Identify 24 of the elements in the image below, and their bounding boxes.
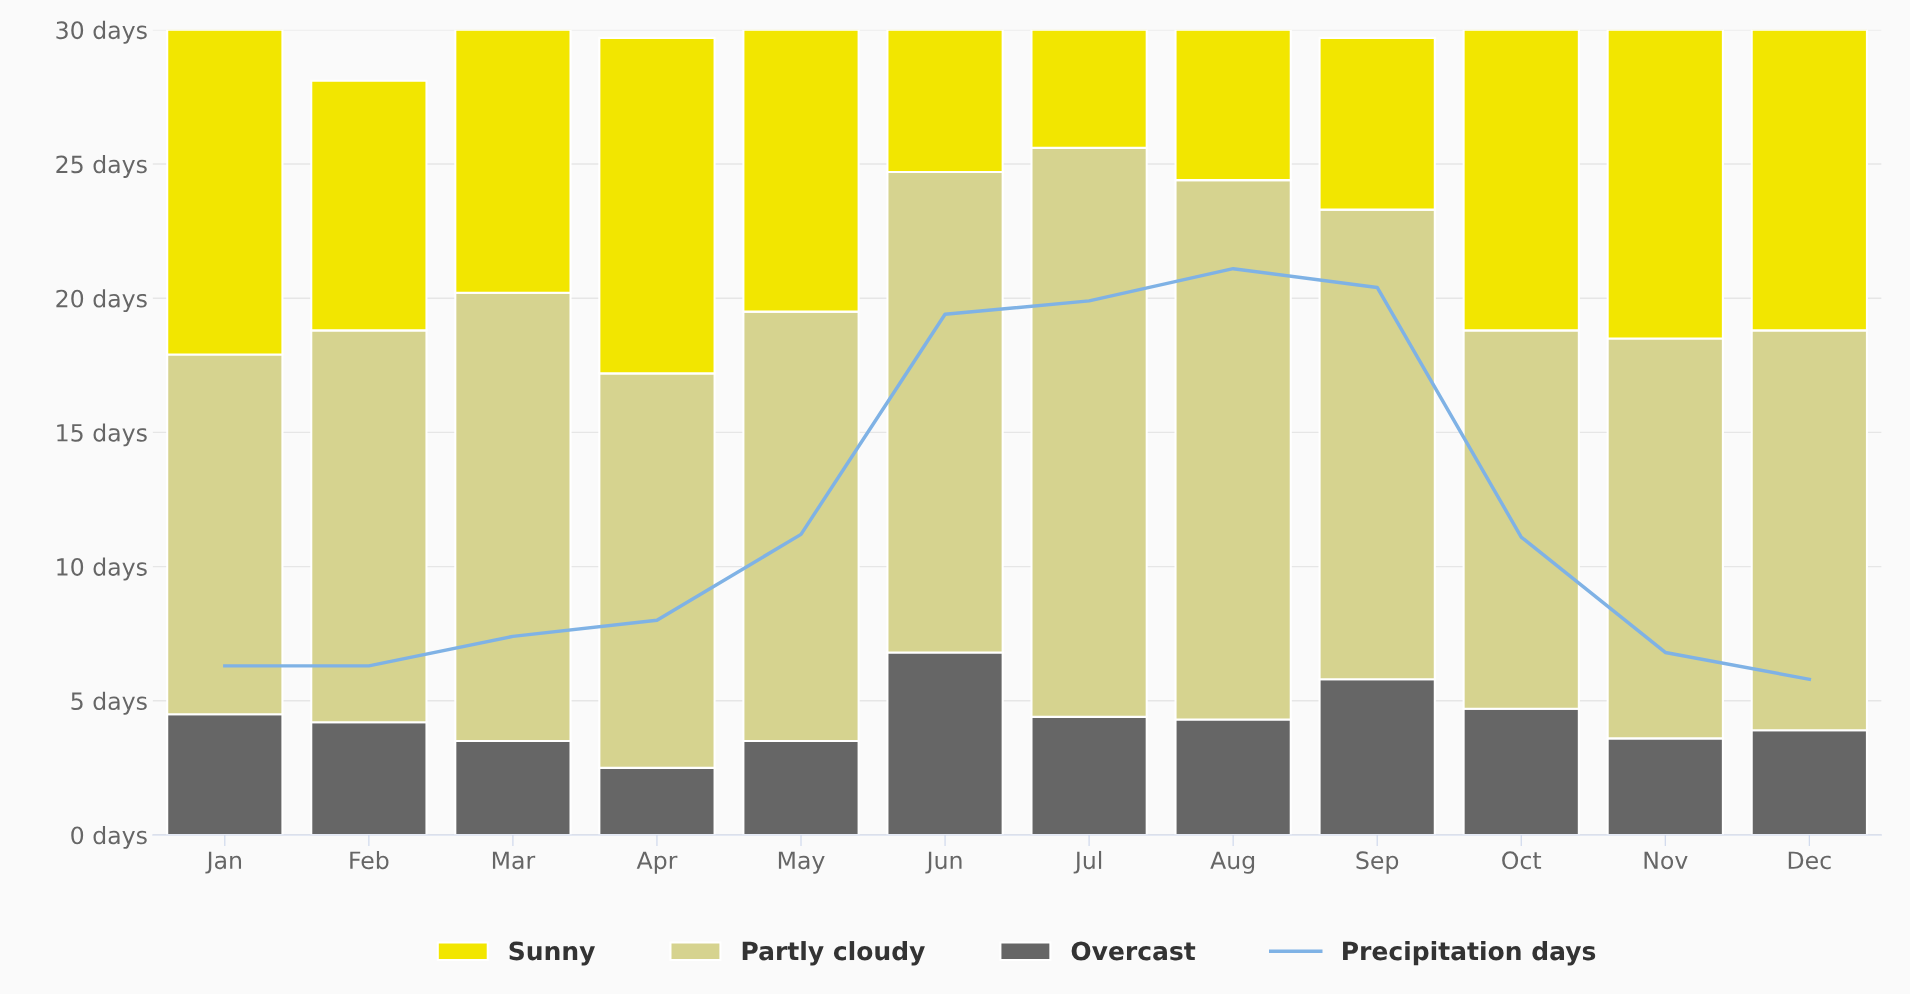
legend-label: Sunny xyxy=(509,941,595,966)
y-tick-label: 20 days xyxy=(56,289,147,313)
legend-label: Partly cloudy xyxy=(742,941,925,966)
x-tick-label: Sep xyxy=(1356,851,1399,874)
legend-label: Overcast xyxy=(1071,941,1196,961)
x-tick-label: Jul xyxy=(1073,850,1102,874)
x-tick-label: Apr xyxy=(636,851,678,874)
x-tick-label: Feb xyxy=(350,850,389,870)
line-series xyxy=(223,266,1812,682)
x-tick-label: Jun xyxy=(925,851,962,874)
y-tick-label: 0 days xyxy=(71,825,147,849)
x-tick-label: Aug xyxy=(1210,851,1255,874)
legend-label: Precipitation days xyxy=(1343,941,1596,966)
y-tick-label: 30 days xyxy=(56,20,147,44)
y-tick-label: 25 days xyxy=(56,155,147,178)
x-tick-label: Nov xyxy=(1644,851,1688,870)
x-tick-label: Mar xyxy=(492,851,536,870)
y-tick-label: 15 days xyxy=(57,423,147,447)
x-tick-label: Dec xyxy=(1788,851,1831,870)
x-tick-label: Oct xyxy=(1502,851,1542,870)
y-tick-label: 5 days xyxy=(71,691,147,715)
x-tick-label: Jan xyxy=(205,851,242,874)
y-tick-label: 10 days xyxy=(57,557,147,581)
x-tick-label: May xyxy=(778,851,825,874)
